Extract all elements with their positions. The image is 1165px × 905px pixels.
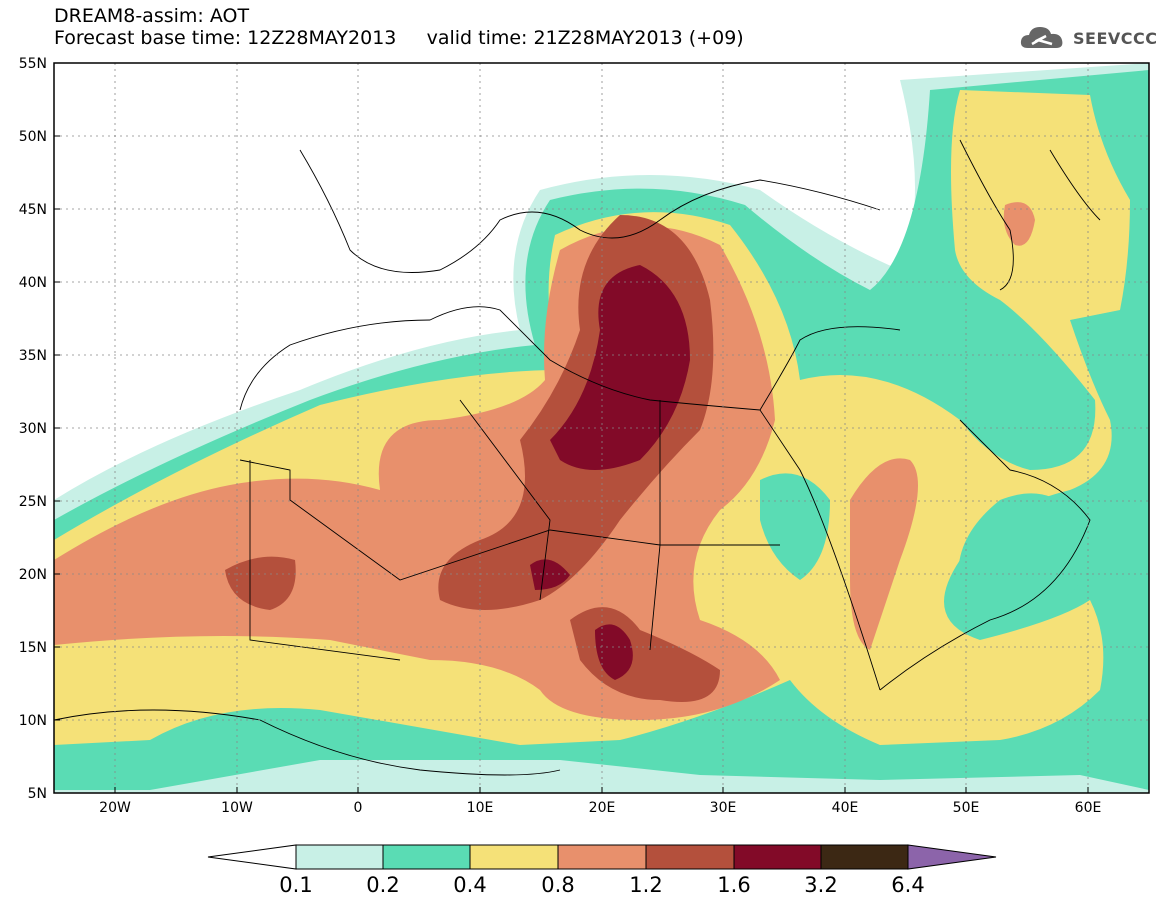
colorbar-label: 0.2	[366, 873, 399, 897]
colorbar-cell	[295, 844, 384, 870]
colorbar-cell	[645, 844, 735, 870]
lat-label: 45N	[19, 202, 47, 218]
lat-label: 20N	[19, 567, 47, 583]
lat-label: 55N	[19, 56, 47, 72]
aot-band-0.2-red-sea	[760, 473, 830, 580]
colorbar-label: 1.2	[629, 873, 662, 897]
colorbar-labels: 0.1 0.2 0.4 0.8 1.2 1.6 3.2 6.4	[279, 873, 924, 897]
lat-label: 30N	[19, 421, 47, 437]
seevccc-logo: SEEVCCC	[1018, 22, 1158, 54]
colorbar-label: 1.6	[717, 873, 750, 897]
aot-field	[54, 63, 1149, 793]
lat-label: 25N	[19, 494, 47, 510]
colorbar-cell	[733, 844, 822, 870]
lat-label: 15N	[19, 640, 47, 656]
lat-label: 50N	[19, 129, 47, 145]
lon-label: 0	[354, 800, 363, 816]
lon-label: 50E	[953, 800, 980, 816]
logo-text: SEEVCCC	[1073, 28, 1158, 48]
lat-label: 35N	[19, 348, 47, 364]
lat-label: 5N	[28, 786, 47, 802]
lon-label: 40E	[832, 800, 859, 816]
longitude-labels: 20W 10W 0 10E 20E 30E 40E 50E 60E	[99, 800, 1101, 816]
colorbar-cell	[907, 844, 997, 870]
aot-band-0.8-caspian	[1003, 202, 1035, 246]
lat-label: 40N	[19, 275, 47, 291]
aot-band-0.2-gulf	[958, 493, 1087, 604]
lon-label: 20E	[589, 800, 616, 816]
lon-label: 20W	[99, 800, 131, 816]
gridlines	[54, 63, 1149, 793]
colorbar-cell	[382, 844, 471, 870]
ticks	[54, 135, 1089, 793]
colorbar-cell	[207, 844, 297, 870]
lat-label: 10N	[19, 713, 47, 729]
colorbar-cell	[469, 844, 559, 870]
title-block: DREAM8-assim: AOT Forecast base time: 12…	[54, 5, 744, 49]
colorbar-cell	[557, 844, 647, 870]
forecast-times: Forecast base time: 12Z28MAY2013 valid t…	[54, 27, 744, 49]
map-title: DREAM8-assim: AOT	[54, 5, 250, 27]
aot-band-1.6-libya	[530, 559, 570, 590]
colorbar-label: 6.4	[891, 873, 924, 897]
cloud-icon	[1020, 27, 1063, 48]
colorbar-cell	[820, 844, 909, 870]
colorbar-label: 0.4	[453, 873, 486, 897]
latitude-labels: 55N 50N 45N 40N 35N 30N 25N 20N 15N 10N …	[19, 56, 47, 802]
lon-label: 10E	[467, 800, 494, 816]
colorbar	[207, 844, 997, 870]
aot-band-1.2-west	[225, 556, 296, 610]
lon-label: 10W	[221, 800, 253, 816]
lon-label: 60E	[1075, 800, 1102, 816]
colorbar-label: 0.1	[279, 873, 312, 897]
coastlines	[54, 139, 1101, 776]
aot-band-1.6	[550, 265, 690, 470]
colorbar-label: 3.2	[804, 873, 837, 897]
aot-band-0.8-arabia	[850, 458, 918, 650]
colorbar-label: 0.8	[541, 873, 574, 897]
lon-label: 30E	[710, 800, 737, 816]
aot-band-1.6-chad	[595, 624, 633, 680]
